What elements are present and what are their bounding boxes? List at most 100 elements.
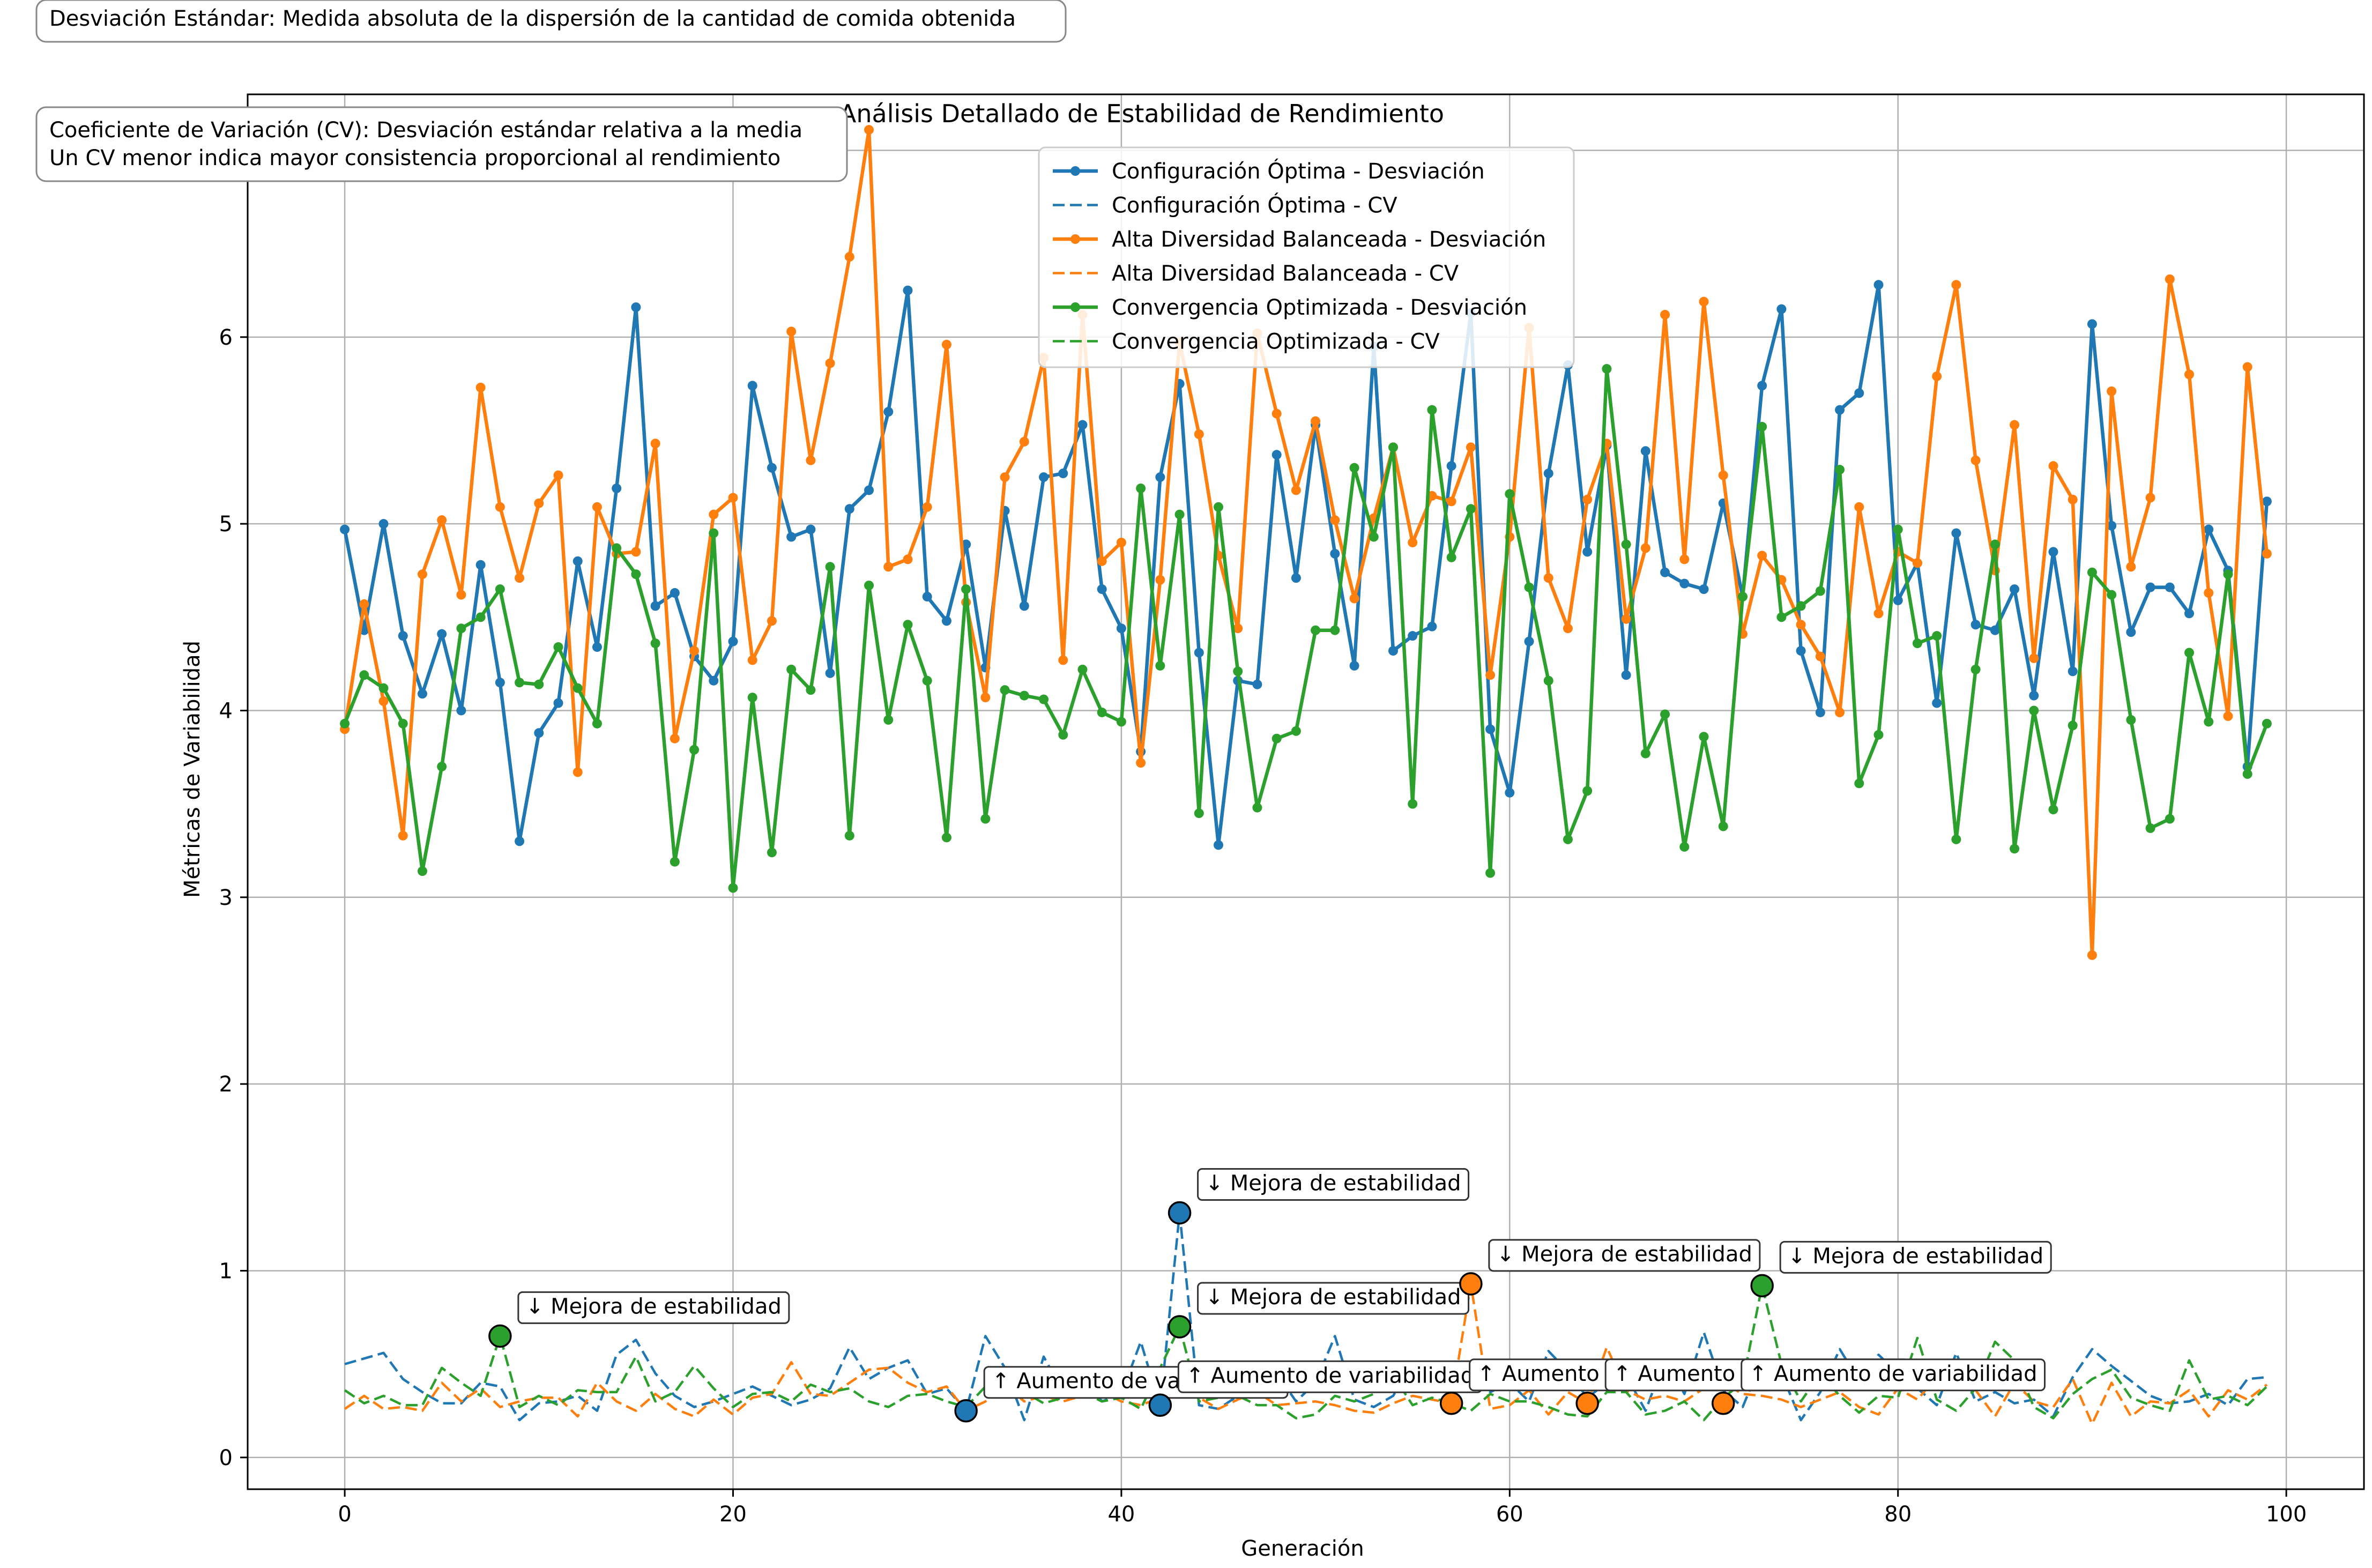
series-2-point-21 [747, 655, 757, 665]
series-2-point-90 [2087, 950, 2097, 960]
series-4-point-98 [2242, 769, 2252, 779]
series-4-point-97 [2223, 569, 2233, 579]
series-0-point-73 [1757, 381, 1767, 391]
series-2-point-30 [922, 502, 932, 512]
series-0-point-82 [1932, 698, 1942, 708]
series-4-point-69 [1679, 842, 1690, 852]
series-4-point-19 [709, 528, 719, 538]
series-4-point-47 [1252, 802, 1262, 813]
series-0-point-80 [1893, 595, 1903, 605]
series-0-point-76 [1815, 707, 1825, 717]
legend-entry-2: Alta Diversidad Balanceada - Desviación [1053, 227, 1546, 252]
series-0-point-6 [456, 705, 466, 716]
series-2-point-76 [1815, 651, 1825, 662]
series-4-point-49 [1291, 726, 1301, 736]
series-2-point-17 [670, 733, 680, 744]
x-tick-label-0: 0 [338, 1502, 351, 1527]
series-4-point-78 [1854, 778, 1864, 789]
series-0-point-87 [2029, 690, 2039, 701]
series-2-point-69 [1679, 554, 1690, 564]
series-4-point-7 [475, 612, 486, 622]
series-2-point-13 [592, 502, 602, 512]
series-0-point-93 [2145, 582, 2155, 592]
series-0-point-47 [1252, 679, 1262, 689]
series-0-point-29 [903, 285, 913, 295]
annotation-marker-9 [1711, 1392, 1735, 1415]
series-4-line [343, 367, 2269, 890]
series-2-point-94 [2165, 274, 2175, 284]
series-4-point-71 [1718, 821, 1728, 831]
y-tick-label-5: 5 [219, 512, 233, 537]
legend-label-2: Alta Diversidad Balanceada - Desviación [1112, 227, 1546, 252]
series-0-point-49 [1291, 573, 1301, 583]
series-0-point-83 [1951, 528, 1961, 538]
series-2-point-3 [398, 830, 408, 841]
legend: Configuración Óptima - Desviación Configu… [1038, 146, 1575, 368]
series-2-point-86 [2010, 420, 2020, 430]
series-4-point-52 [1349, 463, 1359, 473]
series-0-point-11 [553, 698, 563, 708]
series-4-point-57 [1446, 552, 1456, 562]
series-4-point-23 [786, 664, 797, 674]
y-tick-label-4: 4 [219, 698, 233, 723]
plot-frame [247, 93, 2365, 1490]
series-4-point-15 [631, 569, 641, 579]
series-2-point-81 [1912, 558, 1922, 568]
legend-entry-0: Configuración Óptima - Desviación [1053, 158, 1485, 184]
series-4-point-68 [1660, 709, 1670, 719]
annotation-6: ↓ Mejora de estabilidad [1459, 1239, 1761, 1296]
series-0-point-99 [2262, 496, 2272, 507]
y-tick-label-0: 0 [219, 1446, 233, 1470]
series-2-point-29 [903, 554, 913, 564]
series-0-point-77 [1835, 405, 1845, 415]
legend-frame [1038, 146, 1575, 368]
series-4-point-76 [1815, 586, 1825, 596]
info-box-std-deviation-text: Desviación Estándar: Medida absoluta de … [49, 6, 1016, 31]
legend-label-5: Convergencia Optimizada - CV [1112, 330, 1440, 354]
series-2-point-41 [1136, 758, 1146, 768]
series-0-point-52 [1349, 660, 1359, 671]
series-2-point-99 [2262, 548, 2272, 559]
series-2-point-66 [1621, 614, 1631, 624]
y-tick-label-2: 2 [219, 1072, 233, 1097]
series-0-point-16 [650, 601, 660, 611]
series-0-point-8 [495, 678, 505, 688]
series-4-point-64 [1582, 786, 1593, 796]
annotation-label-0: ↓ Mejora de estabilidad [526, 1294, 782, 1319]
series-0-point-36 [1039, 472, 1049, 482]
series-0-point-55 [1408, 631, 1418, 641]
series-4-point-81 [1912, 638, 1922, 649]
series-4-point-67 [1640, 748, 1650, 759]
legend-marker-4 [1070, 302, 1080, 312]
series-0-point-62 [1543, 469, 1553, 479]
series-0-point-68 [1660, 567, 1670, 577]
series-4-point-46 [1233, 666, 1243, 677]
series-0-point-37 [1058, 469, 1068, 479]
series-4-point-44 [1194, 808, 1204, 819]
annotation-marker-0 [488, 1324, 512, 1348]
annotation-label-4: ↓ Mejora de estabilidad [1206, 1285, 1461, 1310]
series-2-point-92 [2126, 562, 2136, 572]
info-box-cv-line-2: Un CV menor indica mayor consistencia pr… [49, 146, 780, 170]
series-2-point-73 [1757, 551, 1767, 561]
series-0-point-3 [398, 631, 408, 641]
y-tick-label-6: 6 [219, 325, 233, 350]
series-4-point-72 [1737, 591, 1748, 601]
series-4-point-17 [670, 857, 680, 867]
series-4-point-79 [1873, 730, 1884, 740]
y-axis-label: Métricas de Variabilidad [180, 641, 205, 898]
series-4-point-37 [1058, 730, 1068, 740]
series-4-point-5 [437, 761, 447, 771]
series-2-point-10 [534, 498, 544, 508]
series-2-point-70 [1699, 296, 1709, 307]
series-4-point-83 [1951, 834, 1961, 844]
series-0-point-88 [2048, 547, 2058, 557]
series-4-point-95 [2184, 648, 2195, 658]
series-4-point-34 [1000, 685, 1010, 695]
series-2-point-8 [495, 502, 505, 512]
annotation-0: ↓ Mejora de estabilidad [488, 1291, 790, 1348]
info-box-cv-line-1: Coeficiente de Variación (CV): Desviació… [49, 118, 802, 143]
series-2-point-19 [709, 509, 719, 519]
series-4-point-42 [1155, 660, 1165, 671]
series-0-point-26 [844, 504, 854, 514]
